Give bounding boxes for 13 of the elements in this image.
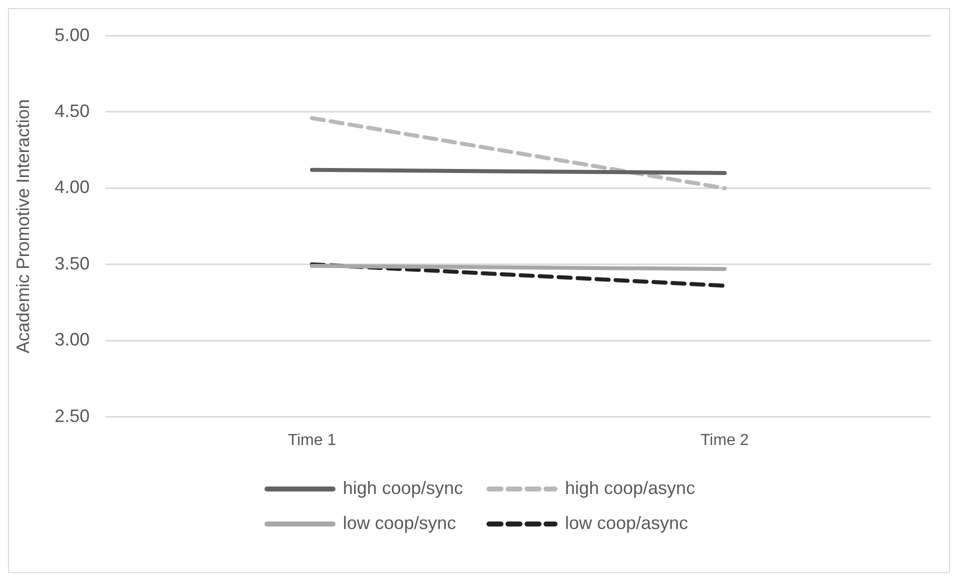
legend-label: high coop/async [564, 478, 696, 499]
y-tick-label: 5.00 [54, 24, 90, 45]
y-tick-label: 3.00 [54, 330, 90, 350]
y-tick-label: 4.50 [54, 100, 90, 121]
legend-label: low coop/async [564, 513, 688, 534]
x-tick-label: Time 1 [288, 432, 336, 449]
legend-label: low coop/sync [342, 513, 456, 534]
y-tick-label: 3.50 [54, 253, 90, 274]
legend-label: high coop/sync [342, 478, 463, 499]
x-tick-label: Time 2 [700, 432, 749, 449]
y-tick-label: 2.50 [54, 406, 90, 426]
y-axis-title: Academic Promotive Interaction [12, 99, 33, 354]
y-tick-label: 4.00 [54, 177, 90, 198]
